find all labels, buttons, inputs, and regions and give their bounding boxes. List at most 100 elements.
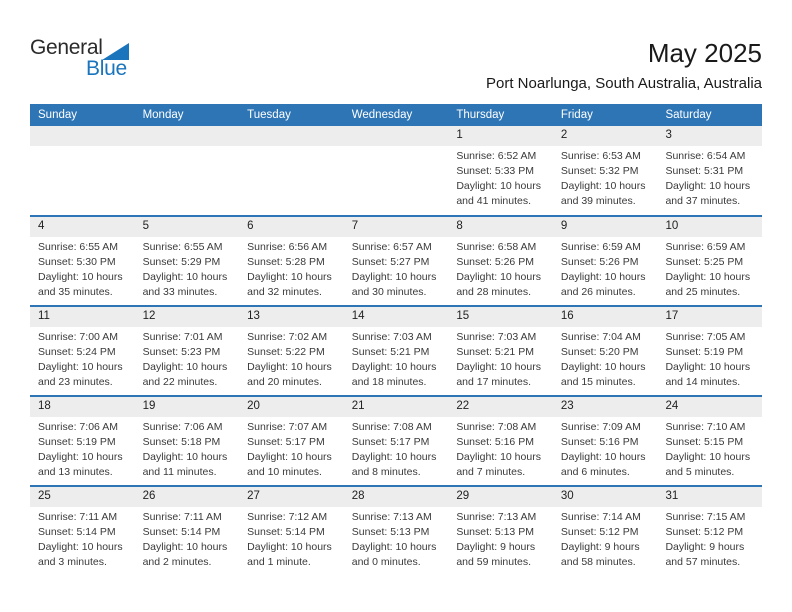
weekday-header-sunday: Sunday bbox=[38, 109, 78, 121]
sunset-text: Sunset: 5:32 PM bbox=[560, 165, 639, 177]
sunset-text: Sunset: 5:12 PM bbox=[560, 526, 639, 538]
weekday-header-saturday: Saturday bbox=[665, 109, 712, 121]
sunrise-text: Sunrise: 6:59 AM bbox=[665, 241, 746, 253]
day-number: 31 bbox=[657, 487, 763, 507]
sunset-text: Sunset: 5:26 PM bbox=[560, 256, 639, 268]
sunrise-text: Sunrise: 6:56 AM bbox=[247, 241, 328, 253]
calendar-day-cell: 12 Sunrise: 7:01 AM Sunset: 5:23 PM Dayligh… bbox=[134, 307, 240, 395]
day-number: 16 bbox=[552, 307, 658, 327]
sunrise-text: Sunrise: 7:12 AM bbox=[247, 511, 328, 523]
sunrise-text: Sunrise: 7:08 AM bbox=[351, 421, 432, 433]
day-details: Sunrise: 7:15 AM Sunset: 5:12 PM Daylight:… bbox=[657, 507, 762, 570]
day-number: 10 bbox=[657, 217, 763, 237]
day-details: Sunrise: 7:13 AM Sunset: 5:13 PM Daylight:… bbox=[344, 507, 449, 570]
weekday-header-monday: Monday bbox=[142, 109, 184, 121]
sunrise-text: Sunrise: 7:15 AM bbox=[665, 511, 746, 523]
calendar-day-cell: 16 Sunrise: 7:04 AM Sunset: 5:20 PM Dayligh… bbox=[552, 307, 658, 395]
calendar-day-cell: 19 Sunrise: 7:06 AM Sunset: 5:18 PM Dayligh… bbox=[134, 397, 240, 485]
day-details: Sunrise: 7:06 AM Sunset: 5:19 PM Daylight:… bbox=[30, 417, 135, 480]
calendar-day-cell: 9 Sunrise: 6:59 AM Sunset: 5:26 PM Daylight… bbox=[552, 217, 658, 305]
calendar-day-cell: 15 Sunrise: 7:03 AM Sunset: 5:21 PM Dayligh… bbox=[448, 307, 553, 395]
calendar-day-cell: 14 Sunrise: 7:03 AM Sunset: 5:21 PM Dayligh… bbox=[343, 307, 449, 395]
day-number: 12 bbox=[134, 307, 240, 327]
sunrise-text: Sunrise: 6:55 AM bbox=[38, 241, 118, 253]
daylight-text-line2: and 30 minutes. bbox=[351, 286, 427, 298]
day-number: 13 bbox=[239, 307, 344, 327]
day-details: Sunrise: 7:11 AM Sunset: 5:14 PM Daylight:… bbox=[135, 507, 240, 570]
sunset-text: Sunset: 5:25 PM bbox=[665, 256, 744, 268]
day-details: Sunrise: 7:12 AM Sunset: 5:14 PM Daylight:… bbox=[239, 507, 344, 570]
calendar-day-cell: 21 Sunrise: 7:08 AM Sunset: 5:17 PM Dayligh… bbox=[343, 397, 449, 485]
sunset-text: Sunset: 5:22 PM bbox=[247, 346, 325, 358]
week-row: 25 Sunrise: 7:11 AM Sunset: 5:14 PM Dayligh… bbox=[30, 485, 763, 575]
daylight-text-line2: and 11 minutes. bbox=[142, 466, 217, 478]
sunset-text: Sunset: 5:14 PM bbox=[142, 526, 221, 538]
daylight-text-line1: Daylight: 10 hours bbox=[560, 451, 646, 463]
day-details: Sunrise: 7:10 AM Sunset: 5:15 PM Daylight:… bbox=[657, 417, 762, 480]
daylight-text-line1: Daylight: 10 hours bbox=[351, 361, 437, 373]
calendar-day-cell: 23 Sunrise: 7:09 AM Sunset: 5:16 PM Dayligh… bbox=[552, 397, 658, 485]
day-number: 6 bbox=[239, 217, 344, 237]
day-details: Sunrise: 6:58 AM Sunset: 5:26 PM Daylight:… bbox=[448, 237, 553, 300]
sunrise-text: Sunrise: 7:09 AM bbox=[560, 421, 641, 433]
week-row: 18 Sunrise: 7:06 AM Sunset: 5:19 PM Dayligh… bbox=[30, 395, 763, 485]
day-number: 24 bbox=[657, 397, 763, 417]
daylight-text-line1: Daylight: 10 hours bbox=[665, 180, 751, 192]
daylight-text-line2: and 58 minutes. bbox=[560, 556, 636, 568]
day-details bbox=[30, 146, 135, 149]
sunrise-text: Sunrise: 7:06 AM bbox=[142, 421, 223, 433]
weekday-header-thursday: Thursday bbox=[456, 109, 505, 121]
daylight-text-line2: and 25 minutes. bbox=[665, 286, 741, 298]
sunrise-text: Sunrise: 7:13 AM bbox=[351, 511, 432, 523]
weekday-header-friday: Friday bbox=[560, 109, 593, 121]
day-number: 1 bbox=[448, 126, 553, 146]
day-details: Sunrise: 7:01 AM Sunset: 5:23 PM Daylight:… bbox=[135, 327, 240, 390]
sunrise-text: Sunrise: 7:13 AM bbox=[456, 511, 537, 523]
sunrise-text: Sunrise: 6:52 AM bbox=[456, 150, 537, 162]
sunrise-text: Sunrise: 6:58 AM bbox=[456, 241, 537, 253]
calendar-grid: Sunday Monday Tuesday Wednesday Thursday… bbox=[30, 104, 763, 575]
sunrise-text: Sunrise: 6:53 AM bbox=[560, 150, 641, 162]
sunset-text: Sunset: 5:17 PM bbox=[247, 436, 325, 448]
sunset-text: Sunset: 5:13 PM bbox=[351, 526, 430, 538]
sunrise-text: Sunrise: 7:02 AM bbox=[247, 331, 328, 343]
daylight-text-line1: Daylight: 10 hours bbox=[142, 541, 228, 553]
sunrise-text: Sunrise: 7:03 AM bbox=[456, 331, 537, 343]
calendar-empty-cell bbox=[343, 126, 449, 215]
day-number bbox=[30, 126, 135, 146]
daylight-text-line2: and 1 minute. bbox=[247, 556, 311, 568]
daylight-text-line2: and 41 minutes. bbox=[456, 195, 532, 207]
weekday-header-wednesday: Wednesday bbox=[351, 109, 413, 121]
daylight-text-line2: and 10 minutes. bbox=[247, 466, 322, 478]
daylight-text-line1: Daylight: 9 hours bbox=[665, 541, 745, 553]
sunset-text: Sunset: 5:17 PM bbox=[351, 436, 430, 448]
sunset-text: Sunset: 5:20 PM bbox=[560, 346, 639, 358]
sunrise-text: Sunrise: 7:01 AM bbox=[142, 331, 223, 343]
day-number: 14 bbox=[343, 307, 449, 327]
day-number: 26 bbox=[134, 487, 240, 507]
sunset-text: Sunset: 5:12 PM bbox=[665, 526, 744, 538]
day-details: Sunrise: 7:03 AM Sunset: 5:21 PM Daylight:… bbox=[448, 327, 553, 390]
sunrise-text: Sunrise: 7:06 AM bbox=[38, 421, 118, 433]
logo-triangle-icon bbox=[102, 43, 129, 60]
daylight-text-line1: Daylight: 10 hours bbox=[142, 451, 228, 463]
day-details: Sunrise: 7:07 AM Sunset: 5:17 PM Daylight:… bbox=[239, 417, 344, 480]
page-subtitle: Port Noarlunga, South Australia, Austral… bbox=[486, 75, 762, 92]
calendar-day-cell: 18 Sunrise: 7:06 AM Sunset: 5:19 PM Dayligh… bbox=[30, 397, 135, 485]
daylight-text-line1: Daylight: 10 hours bbox=[351, 271, 437, 283]
calendar-empty-cell bbox=[239, 126, 344, 215]
daylight-text-line2: and 57 minutes. bbox=[665, 556, 741, 568]
daylight-text-line2: and 39 minutes. bbox=[560, 195, 636, 207]
daylight-text-line2: and 37 minutes. bbox=[665, 195, 741, 207]
day-number: 29 bbox=[448, 487, 553, 507]
day-details: Sunrise: 7:00 AM Sunset: 5:24 PM Daylight:… bbox=[30, 327, 135, 390]
sunrise-text: Sunrise: 7:00 AM bbox=[38, 331, 118, 343]
daylight-text-line1: Daylight: 10 hours bbox=[142, 271, 228, 283]
daylight-text-line1: Daylight: 10 hours bbox=[351, 451, 437, 463]
daylight-text-line1: Daylight: 10 hours bbox=[560, 361, 646, 373]
day-number: 7 bbox=[343, 217, 449, 237]
day-number: 28 bbox=[343, 487, 449, 507]
daylight-text-line1: Daylight: 10 hours bbox=[38, 541, 123, 553]
sunset-text: Sunset: 5:13 PM bbox=[456, 526, 534, 538]
